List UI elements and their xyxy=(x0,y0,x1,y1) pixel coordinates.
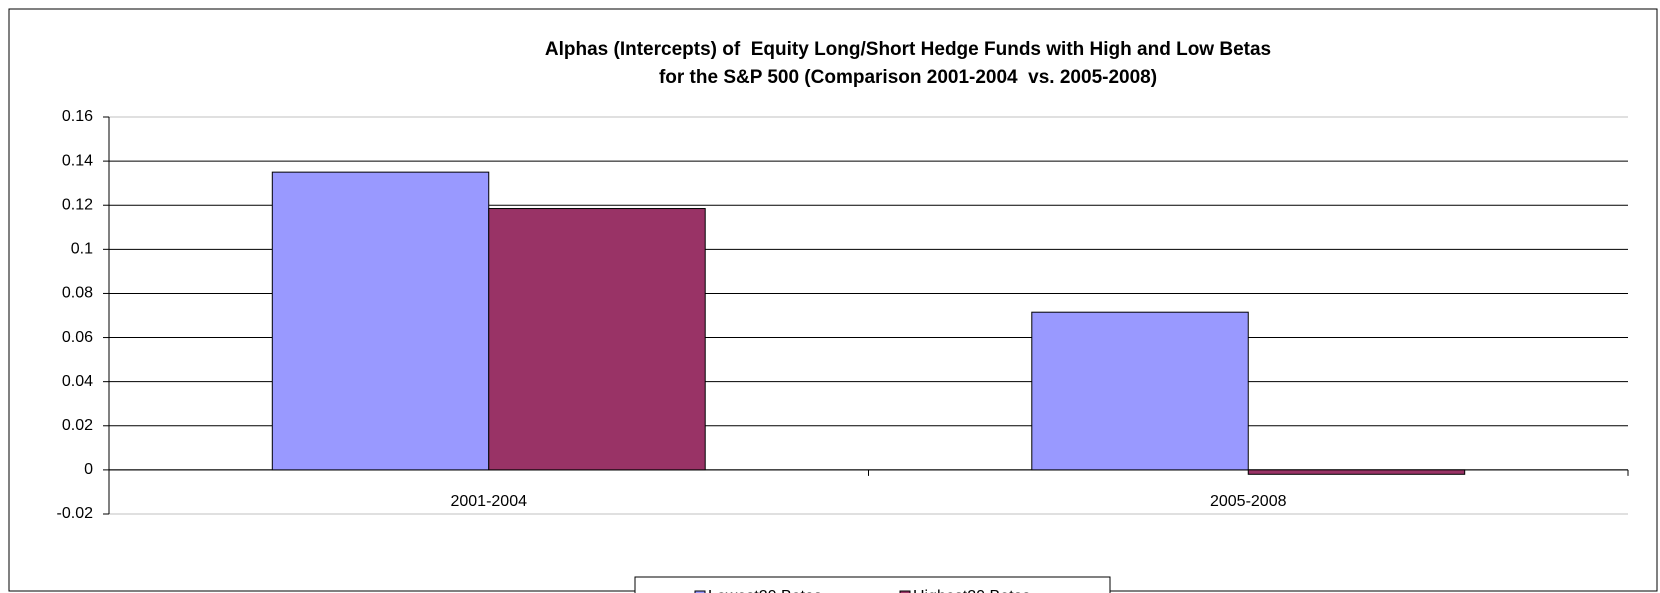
y-tick-label: 0.06 xyxy=(62,329,93,346)
y-tick-label: 0 xyxy=(84,461,93,478)
legend-box xyxy=(634,576,1111,593)
chart-title: Alphas (Intercepts) of Equity Long/Short… xyxy=(545,39,1271,60)
y-tick-label: 0.16 xyxy=(62,108,93,125)
chart-title: for the S&P 500 (Comparison 2001-2004 vs… xyxy=(659,67,1157,88)
chart-border xyxy=(8,8,1658,592)
legend-label: Lowest20 Betas xyxy=(708,588,822,593)
y-tick-label: 0.1 xyxy=(71,241,93,258)
bar xyxy=(488,208,706,471)
legend-swatch xyxy=(694,590,706,593)
x-tick-label: 2005-2008 xyxy=(1210,493,1287,510)
y-tick-label: -0.02 xyxy=(57,505,94,522)
y-tick-label: 0.14 xyxy=(62,152,93,169)
legend-swatch xyxy=(899,590,911,593)
bar xyxy=(1031,311,1249,471)
bar xyxy=(271,171,490,471)
y-tick-label: 0.04 xyxy=(62,373,93,390)
y-tick-label: 0.12 xyxy=(62,196,93,213)
y-tick-label: 0.02 xyxy=(62,417,93,434)
legend-label: Highest20 Betas xyxy=(913,588,1030,593)
x-tick-label: 2001-2004 xyxy=(450,493,527,510)
bar xyxy=(1247,469,1466,475)
y-tick-label: 0.08 xyxy=(62,285,93,302)
